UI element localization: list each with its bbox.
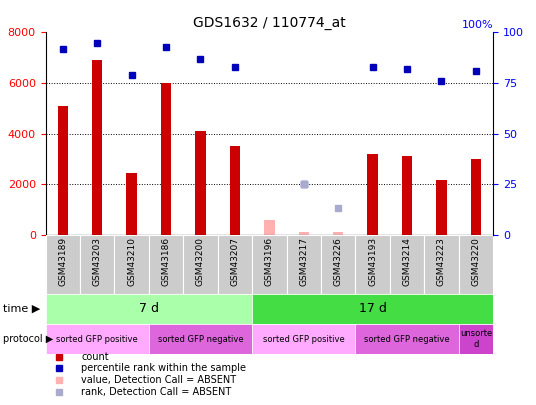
- Bar: [161, 83, 171, 235]
- Bar: [46, 324, 149, 354]
- Bar: [252, 235, 287, 294]
- Bar: [92, 60, 102, 235]
- Text: GSM43217: GSM43217: [299, 237, 308, 286]
- Bar: [149, 235, 183, 294]
- Text: percentile rank within the sample: percentile rank within the sample: [81, 363, 247, 373]
- Text: rank, Detection Call = ABSENT: rank, Detection Call = ABSENT: [81, 387, 232, 396]
- Bar: [459, 235, 493, 294]
- Bar: [390, 235, 425, 294]
- Text: GSM43193: GSM43193: [368, 237, 377, 286]
- Text: sorted GFP positive: sorted GFP positive: [263, 335, 345, 344]
- Bar: [459, 324, 493, 354]
- Text: sorted GFP negative: sorted GFP negative: [364, 335, 450, 344]
- Bar: [321, 235, 355, 294]
- Text: GSM43200: GSM43200: [196, 237, 205, 286]
- Text: GSM43189: GSM43189: [58, 237, 68, 286]
- Bar: [218, 235, 252, 294]
- Text: GSM43223: GSM43223: [437, 237, 446, 286]
- Bar: [46, 294, 252, 324]
- Bar: [195, 131, 206, 235]
- Text: GSM43220: GSM43220: [471, 237, 480, 286]
- Bar: [252, 324, 355, 354]
- Bar: [368, 154, 378, 235]
- Text: time ▶: time ▶: [3, 304, 40, 314]
- Bar: [402, 156, 412, 235]
- Bar: [57, 106, 68, 235]
- Text: sorted GFP positive: sorted GFP positive: [56, 335, 138, 344]
- Title: GDS1632 / 110774_at: GDS1632 / 110774_at: [193, 16, 346, 30]
- Bar: [114, 235, 149, 294]
- Text: protocol ▶: protocol ▶: [3, 334, 53, 344]
- Bar: [80, 235, 114, 294]
- Text: sorted GFP negative: sorted GFP negative: [158, 335, 243, 344]
- Text: GSM43196: GSM43196: [265, 237, 274, 286]
- Text: count: count: [81, 352, 109, 362]
- Bar: [436, 181, 446, 235]
- Text: GSM43226: GSM43226: [334, 237, 343, 286]
- Text: unsorte
d: unsorte d: [460, 330, 492, 349]
- Text: value, Detection Call = ABSENT: value, Detection Call = ABSENT: [81, 375, 236, 385]
- Bar: [183, 235, 218, 294]
- Bar: [287, 235, 321, 294]
- Bar: [299, 232, 309, 235]
- Bar: [355, 324, 459, 354]
- Text: GSM43207: GSM43207: [230, 237, 240, 286]
- Text: 7 d: 7 d: [139, 302, 159, 315]
- Bar: [333, 232, 344, 235]
- Bar: [425, 235, 459, 294]
- Bar: [471, 159, 481, 235]
- Text: 100%: 100%: [461, 20, 493, 30]
- Bar: [149, 324, 252, 354]
- Bar: [46, 235, 80, 294]
- Text: GSM43186: GSM43186: [161, 237, 170, 286]
- Text: GSM43210: GSM43210: [127, 237, 136, 286]
- Bar: [355, 235, 390, 294]
- Text: 17 d: 17 d: [359, 302, 386, 315]
- Bar: [126, 173, 137, 235]
- Bar: [230, 146, 240, 235]
- Bar: [252, 294, 493, 324]
- Text: GSM43214: GSM43214: [403, 237, 412, 286]
- Bar: [264, 220, 274, 235]
- Text: GSM43203: GSM43203: [93, 237, 102, 286]
